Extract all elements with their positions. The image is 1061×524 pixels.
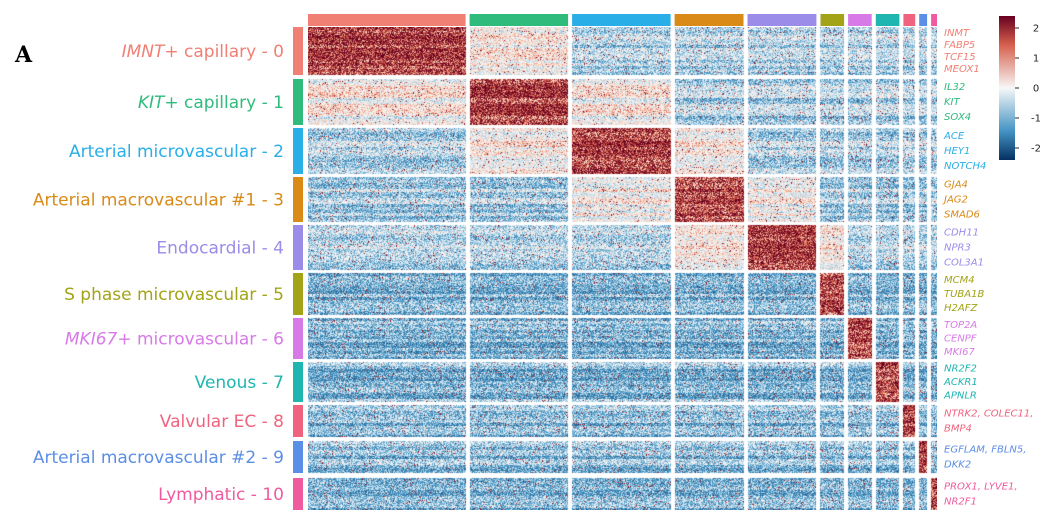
cluster-label-2: Arterial microvascular - 2 — [69, 142, 284, 162]
gene-label: NTRK2, COLEC11, — [944, 409, 1033, 420]
row-color-bars — [293, 27, 303, 510]
row-bar-3 — [293, 177, 303, 222]
column-bar-0 — [308, 14, 466, 26]
gene-label: BMP4 — [944, 424, 972, 435]
gene-label: SOX4 — [944, 112, 971, 123]
gene-label: TUBA1B — [944, 289, 984, 300]
gene-label: NR2F2 — [944, 364, 977, 375]
row-bar-1 — [293, 79, 303, 125]
column-color-bars — [308, 14, 937, 26]
row-bar-8 — [293, 405, 303, 437]
row-bar-5 — [293, 273, 303, 315]
cluster-label-6: MKI67+ microvascular - 6 — [65, 330, 284, 350]
gene-label: PROX1, LYVE1, — [944, 482, 1018, 493]
row-bar-10 — [293, 478, 303, 510]
column-bar-5 — [820, 14, 845, 26]
column-bar-9 — [919, 14, 928, 26]
gene-label: HEY1 — [944, 146, 970, 157]
cluster-label-4: Endocardial - 4 — [156, 239, 284, 259]
gene-label: GJA4 — [944, 180, 968, 191]
cluster-label-7: Venous - 7 — [195, 373, 284, 393]
colorbar-tick-label: -1 — [1031, 114, 1041, 125]
gene-label: NPR3 — [944, 243, 971, 254]
column-bar-3 — [674, 14, 744, 26]
cluster-label-3: Arterial macrovascular #1 - 3 — [33, 191, 284, 211]
gene-label: ACKR1 — [943, 377, 978, 388]
gene-label: MKI67 — [944, 347, 975, 358]
gene-label: CDH11 — [944, 228, 979, 239]
cluster-label-8: Valvular EC - 8 — [160, 412, 284, 432]
column-bar-10 — [931, 14, 937, 26]
heatmap-cells — [308, 27, 937, 510]
gene-label: TCF15 — [944, 52, 976, 63]
column-bar-4 — [747, 14, 817, 26]
gene-label: EGFLAM, FBLN5, — [944, 445, 1026, 456]
row-bar-7 — [293, 362, 303, 402]
colorbar: 2 1 0 -1 -2 — [999, 16, 1041, 160]
cluster-label-9: Arterial macrovascular #2 - 9 — [33, 448, 284, 468]
gene-label: FABP5 — [944, 40, 975, 51]
cluster-label-10: Lymphatic - 10 — [158, 485, 284, 505]
gene-label: MCM4 — [944, 275, 975, 286]
gene-label: SMAD6 — [944, 210, 980, 221]
gene-label: NOTCH4 — [944, 161, 986, 172]
gene-label: MEOX1 — [944, 64, 980, 75]
column-bar-2 — [572, 14, 671, 26]
colorbar-tick-label: 1 — [1033, 54, 1039, 65]
column-bar-8 — [903, 14, 916, 26]
colorbar-tick-label: -2 — [1031, 144, 1041, 155]
panel-label: A — [14, 42, 33, 68]
row-bar-9 — [293, 441, 303, 473]
row-bar-0 — [293, 27, 303, 75]
heatmap-matrix — [308, 27, 937, 510]
colorbar-gradient — [999, 16, 1015, 160]
row-bar-2 — [293, 128, 303, 174]
gene-label: APNLR — [943, 390, 977, 401]
gene-label: NR2F1 — [944, 497, 977, 508]
column-bar-7 — [875, 14, 900, 26]
gene-label: IL32 — [944, 82, 965, 93]
column-bar-1 — [469, 14, 569, 26]
gene-label: JAG2 — [942, 195, 968, 206]
column-bar-6 — [848, 14, 872, 26]
row-bar-6 — [293, 318, 303, 359]
gene-label: H2AFZ — [944, 303, 978, 314]
gene-label: INMT — [944, 28, 970, 39]
cluster-label-5: S phase microvascular - 5 — [64, 285, 284, 305]
cluster-label-1: KIT+ capillary - 1 — [138, 93, 284, 113]
gene-label: DKK2 — [944, 460, 971, 471]
gene-label: CENPF — [944, 334, 977, 345]
colorbar-tick-label: 2 — [1033, 24, 1039, 35]
gene-label: ACE — [943, 131, 965, 142]
cluster-label-0: IMNT+ capillary - 0 — [122, 42, 284, 62]
cluster-labels: IMNT+ capillary - 0 KIT+ capillary - 1 Art… — [33, 42, 284, 505]
gene-label: KIT — [944, 97, 961, 108]
gene-label: COL3A1 — [944, 258, 984, 269]
row-bar-4 — [293, 225, 303, 270]
gene-label: TOP2A — [944, 320, 977, 331]
colorbar-tick-label: 0 — [1033, 84, 1039, 95]
